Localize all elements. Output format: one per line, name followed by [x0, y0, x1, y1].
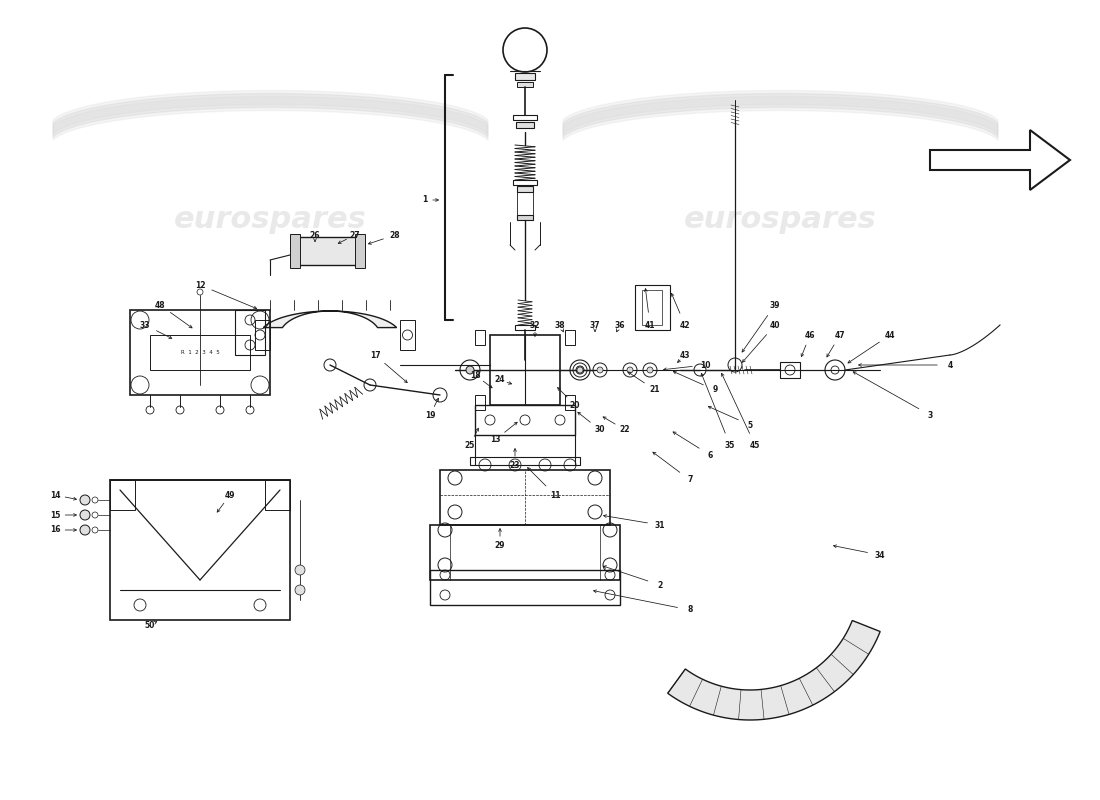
- Text: 2: 2: [658, 581, 662, 590]
- Circle shape: [295, 565, 305, 575]
- Text: 29: 29: [495, 541, 505, 550]
- Circle shape: [80, 525, 90, 535]
- Text: 17: 17: [370, 350, 381, 359]
- Text: 8: 8: [688, 606, 693, 614]
- Text: 45: 45: [750, 441, 760, 450]
- Text: 43: 43: [680, 350, 691, 359]
- Bar: [513, 115, 537, 120]
- Text: 32: 32: [530, 321, 540, 330]
- Text: 20: 20: [570, 401, 581, 410]
- Text: 15: 15: [50, 510, 60, 519]
- Bar: [475, 395, 485, 410]
- Bar: [355, 234, 365, 268]
- Text: 48: 48: [155, 301, 165, 310]
- Bar: [517, 82, 534, 87]
- Polygon shape: [263, 311, 397, 327]
- Text: 25: 25: [465, 441, 475, 450]
- Circle shape: [80, 495, 90, 505]
- Bar: [110, 480, 135, 510]
- Text: 30: 30: [595, 426, 605, 434]
- Text: 12: 12: [195, 281, 206, 290]
- Text: 14: 14: [50, 490, 60, 499]
- Text: 22: 22: [619, 426, 630, 434]
- Text: 34: 34: [874, 550, 886, 559]
- Bar: [255, 320, 270, 350]
- Bar: [516, 122, 534, 128]
- Text: 11: 11: [550, 490, 560, 499]
- Text: eurospares: eurospares: [174, 206, 366, 234]
- Text: 5: 5: [747, 421, 752, 430]
- Text: 38: 38: [554, 321, 565, 330]
- Text: 26: 26: [310, 230, 320, 239]
- Text: 28: 28: [389, 230, 400, 239]
- Text: 19: 19: [425, 410, 436, 419]
- Text: 21: 21: [650, 386, 660, 394]
- Bar: [515, 73, 535, 80]
- Bar: [400, 320, 415, 350]
- Text: 24: 24: [495, 375, 505, 385]
- Bar: [475, 330, 485, 345]
- Text: 40: 40: [770, 321, 780, 330]
- Bar: [565, 330, 575, 345]
- Bar: [235, 310, 265, 355]
- Bar: [490, 335, 560, 405]
- Text: 39: 39: [770, 301, 780, 310]
- Text: 7: 7: [688, 475, 693, 485]
- Text: 23: 23: [509, 461, 520, 470]
- Bar: [517, 186, 534, 192]
- Text: 1: 1: [422, 195, 428, 205]
- Circle shape: [597, 367, 603, 373]
- Text: 46: 46: [805, 330, 815, 339]
- Text: 41: 41: [645, 321, 656, 330]
- Text: 33: 33: [140, 321, 151, 330]
- Text: 36: 36: [615, 321, 625, 330]
- Text: 37: 37: [590, 321, 601, 330]
- Polygon shape: [930, 130, 1070, 190]
- Text: 27: 27: [350, 230, 361, 239]
- Bar: [110, 480, 290, 620]
- Polygon shape: [668, 621, 880, 720]
- Text: 47: 47: [835, 330, 845, 339]
- Text: 6: 6: [707, 450, 713, 459]
- Circle shape: [627, 367, 632, 373]
- Text: 42: 42: [680, 321, 691, 330]
- Bar: [515, 325, 535, 330]
- Text: 50: 50: [145, 621, 155, 630]
- Bar: [265, 480, 290, 510]
- Text: 31: 31: [654, 521, 666, 530]
- Circle shape: [466, 366, 474, 374]
- Circle shape: [295, 585, 305, 595]
- Text: 10: 10: [700, 361, 711, 370]
- Circle shape: [576, 366, 584, 374]
- Text: R  1  2  3  4  5: R 1 2 3 4 5: [180, 350, 219, 355]
- Text: 49: 49: [224, 490, 235, 499]
- Bar: [635, 285, 670, 330]
- Text: 44: 44: [884, 330, 895, 339]
- Bar: [150, 335, 250, 370]
- Bar: [475, 405, 575, 435]
- Bar: [470, 457, 580, 465]
- Bar: [780, 362, 800, 378]
- Bar: [430, 570, 620, 605]
- Bar: [565, 395, 575, 410]
- Bar: [642, 290, 662, 325]
- Text: 35: 35: [725, 441, 735, 450]
- Bar: [513, 180, 537, 185]
- Text: 18: 18: [470, 370, 481, 379]
- Bar: [440, 470, 610, 525]
- Circle shape: [80, 510, 90, 520]
- Circle shape: [647, 367, 653, 373]
- Text: 13: 13: [490, 435, 500, 445]
- Bar: [290, 234, 300, 268]
- Text: 4: 4: [947, 361, 953, 370]
- Text: 3: 3: [927, 410, 933, 419]
- Bar: [430, 525, 620, 580]
- Circle shape: [578, 367, 583, 373]
- Bar: [130, 310, 270, 395]
- Text: eurospares: eurospares: [683, 206, 877, 234]
- Text: 16: 16: [50, 526, 60, 534]
- Bar: [517, 215, 534, 220]
- Bar: [295, 237, 360, 265]
- Text: 9: 9: [713, 386, 717, 394]
